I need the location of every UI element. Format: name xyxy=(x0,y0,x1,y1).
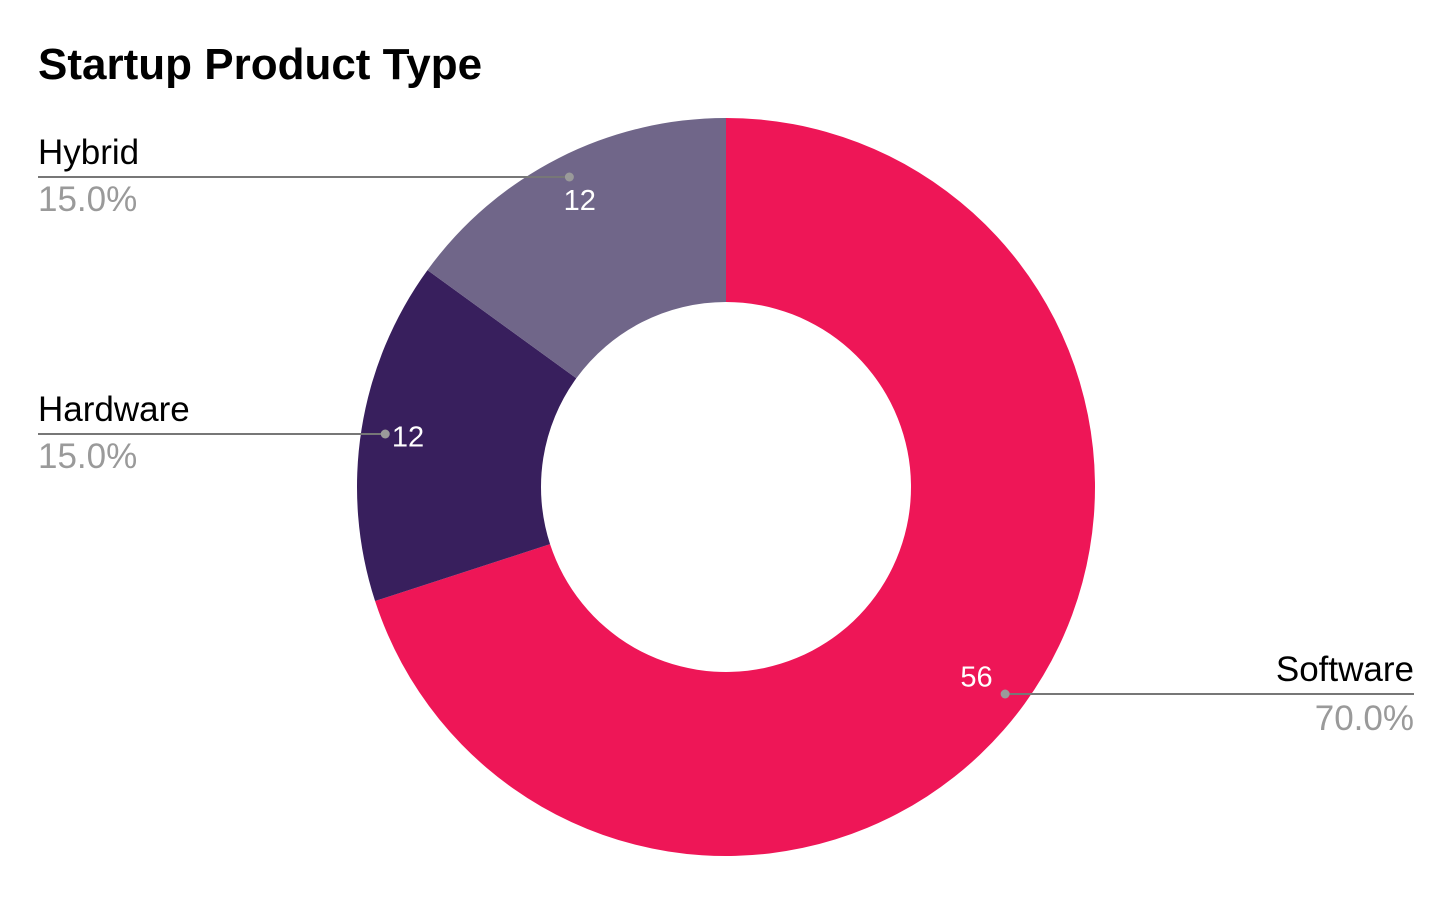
slice-software xyxy=(375,118,1095,857)
slice-value-hybrid: 12 xyxy=(564,185,596,217)
callout-percent-software: 70.0% xyxy=(1315,699,1414,738)
callout-percent-hybrid: 15.0% xyxy=(38,180,137,219)
callout-label-hardware: Hardware xyxy=(38,390,190,429)
slice-value-software: 56 xyxy=(960,661,992,693)
callouts-layer: Software 70.0% Hardware 15.0% Hybrid 15.0% xyxy=(38,133,1414,738)
slices-layer: 56 12 12 xyxy=(357,118,1095,857)
callout-label-software: Software xyxy=(1276,650,1414,689)
leader-dot-hardware xyxy=(380,429,390,439)
slice-hardware xyxy=(357,270,577,602)
leader-dot-software xyxy=(1000,689,1010,699)
chart-title: Startup Product Type xyxy=(38,40,482,89)
callout-label-hybrid: Hybrid xyxy=(38,133,139,172)
callout-percent-hardware: 15.0% xyxy=(38,437,137,476)
slice-hybrid xyxy=(427,118,726,379)
slice-value-hardware: 12 xyxy=(392,422,424,454)
leader-dot-hybrid xyxy=(564,172,574,182)
